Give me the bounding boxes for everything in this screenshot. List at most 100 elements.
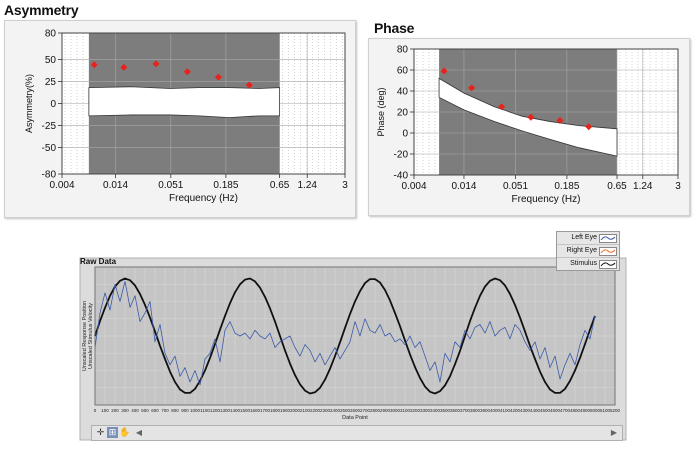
raw-xtick-label-27: 2700 (360, 408, 371, 413)
raw-y-axis-label-line1: Unscaled Response Position (82, 301, 88, 371)
asym-x-axis-label: Frequency (Hz) (169, 193, 238, 204)
graph-palette-toolbar: ✛ ⊞ ✋ ◀ ▶ (91, 425, 623, 441)
asym-band (88, 86, 281, 119)
raw-xtick-label-21: 2100 (300, 408, 311, 413)
phase-ytick-label-0: 80 (397, 45, 409, 56)
legend-line-left-eye (600, 236, 616, 241)
raw-plot-border (94, 266, 616, 406)
raw-xtick-label-30: 3000 (390, 408, 401, 413)
legend-line-right-eye (600, 249, 616, 254)
raw-xtick-label-40: 4000 (490, 408, 501, 413)
legend-item-right-eye[interactable]: Right Eye (557, 245, 619, 258)
asym-point-1 (120, 63, 128, 71)
raw-xtick-label-9: 900 (181, 408, 189, 413)
raw-xtick-label-22: 2200 (310, 408, 321, 413)
asym-ytick-label-4: -25 (42, 121, 57, 132)
raw-data-title: Raw Data (80, 257, 117, 266)
raw-xtick-label-45: 4500 (540, 408, 551, 413)
raw-xtick-label-26: 2600 (350, 408, 361, 413)
scroll-left-icon[interactable]: ◀ (135, 428, 143, 437)
raw-xtick-label-2: 200 (111, 408, 119, 413)
legend-item-stimulus[interactable]: Stimulus (557, 258, 619, 270)
asym-xtick-label-1: 0.014 (103, 180, 128, 191)
phase-ytick-label-6: -40 (394, 171, 409, 182)
phase-xtick-label-4: 0.65 (607, 181, 627, 192)
raw-xtick-label-51: 5100 (600, 408, 611, 413)
raw-xtick-label-33: 3300 (420, 408, 431, 413)
legend-label-stimulus: Stimulus (570, 260, 597, 267)
asym-ytick-label-0: 80 (45, 29, 57, 40)
phase-point-3 (527, 113, 535, 121)
legend-swatch-stimulus (599, 260, 617, 269)
raw-xtick-label-31: 3100 (400, 408, 411, 413)
raw-xtick-label-18: 1800 (270, 408, 281, 413)
scroll-right-icon[interactable]: ▶ (610, 428, 618, 437)
raw-xtick-label-49: 4900 (580, 408, 591, 413)
raw-xtick-label-13: 1300 (220, 408, 231, 413)
crosshair-icon[interactable]: ✛ (96, 427, 105, 437)
zoom-icon[interactable]: ⊞ (107, 427, 118, 438)
phase-xtick-label-5: 1.24 (633, 181, 653, 192)
phase-ytick-label-3: 20 (397, 108, 409, 119)
raw-xtick-label-19: 1900 (280, 408, 291, 413)
legend-swatch-right-eye (599, 247, 617, 256)
raw-xtick-label-52: 5200 (610, 408, 621, 413)
raw-xtick-label-23: 2300 (320, 408, 331, 413)
legend-line-stimulus (600, 262, 616, 267)
asym-xtick-label-2: 0.051 (158, 180, 183, 191)
asym-ytick-label-6: -80 (42, 170, 57, 181)
raw-xtick-label-11: 1100 (200, 408, 210, 413)
asymmetry-title: Asymmetry (4, 2, 79, 18)
raw-xtick-label-50: 5000 (590, 408, 601, 413)
pan-hand-icon[interactable]: ✋ (119, 427, 131, 437)
legend-swatch-left-eye (599, 234, 617, 243)
raw-xtick-label-48: 4800 (570, 408, 581, 413)
raw-xtick-label-10: 1000 (190, 408, 201, 413)
asym-xtick-label-6: 3 (342, 180, 348, 191)
raw-xtick-label-25: 2500 (340, 408, 351, 413)
phase-xtick-label-1: 0.014 (451, 181, 476, 192)
raw-xtick-label-17: 1700 (260, 408, 271, 413)
phase-point-4 (556, 116, 564, 124)
phase-ytick-label-4: 0 (402, 129, 408, 140)
raw-xtick-label-29: 2900 (380, 408, 391, 413)
phase-title: Phase (374, 20, 415, 36)
raw-xtick-label-44: 4400 (530, 408, 541, 413)
phase-point-2 (498, 103, 506, 111)
raw-xtick-label-7: 700 (161, 408, 169, 413)
asym-xtick-label-3: 0.185 (213, 180, 238, 191)
phase-band (438, 77, 618, 157)
phase-xtick-label-6: 3 (675, 181, 681, 192)
raw-data-legend: Left Eye Right Eye Stimulus (556, 231, 620, 271)
raw-xtick-label-38: 3800 (470, 408, 481, 413)
raw-xtick-label-36: 3600 (450, 408, 461, 413)
raw-xtick-label-37: 3700 (460, 408, 471, 413)
raw-xtick-label-24: 2400 (330, 408, 341, 413)
raw-x-axis-label: Data Point (342, 415, 368, 421)
phase-point-5 (585, 123, 593, 131)
raw-xtick-label-1: 100 (101, 408, 109, 413)
raw-xtick-label-0: 0 (94, 408, 97, 413)
phase-ytick-label-5: -20 (394, 150, 409, 161)
legend-item-left-eye[interactable]: Left Eye (557, 232, 619, 245)
asym-ytick-label-3: 0 (50, 99, 56, 110)
asym-ytick-label-2: 25 (45, 77, 57, 88)
asym-point-3 (183, 68, 191, 76)
raw-xtick-label-42: 4200 (510, 408, 521, 413)
raw-xtick-label-46: 4600 (550, 408, 561, 413)
raw-xtick-label-15: 1500 (240, 408, 251, 413)
phase-xtick-label-3: 0.185 (554, 181, 579, 192)
raw-xtick-label-34: 3400 (430, 408, 441, 413)
raw-xtick-label-8: 800 (171, 408, 179, 413)
raw-xtick-label-43: 4300 (520, 408, 531, 413)
phase-y-axis-label: Phase (deg) (376, 87, 386, 136)
raw-xtick-label-16: 1600 (250, 408, 261, 413)
phase-point-1 (468, 84, 476, 92)
raw-xtick-label-39: 3900 (480, 408, 491, 413)
raw-xtick-label-32: 3200 (410, 408, 421, 413)
raw-y-axis-label-line2: Unscaled Stimulus Velocity (88, 303, 94, 369)
raw-xtick-label-35: 3500 (440, 408, 451, 413)
phase-xtick-label-0: 0.004 (401, 181, 426, 192)
phase-ytick-label-2: 40 (397, 87, 409, 98)
